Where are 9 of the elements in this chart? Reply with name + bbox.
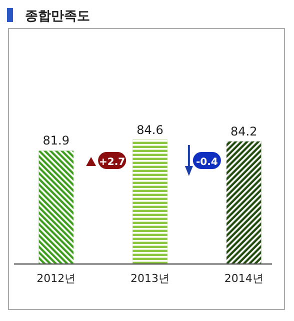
x-tick-label: 2014년 — [224, 272, 264, 285]
data-label: 81.9 — [42, 134, 70, 148]
x-tick-label: 2012년 — [36, 272, 76, 285]
data-label: 84.2 — [230, 124, 258, 138]
annotation: -0.4 — [196, 157, 218, 168]
data-label: 84.6 — [136, 122, 164, 137]
chart-title: 종합만족도 — [25, 9, 90, 24]
annotation: +2.7 — [99, 157, 126, 168]
x-tick-label: 2013년 — [130, 272, 170, 285]
